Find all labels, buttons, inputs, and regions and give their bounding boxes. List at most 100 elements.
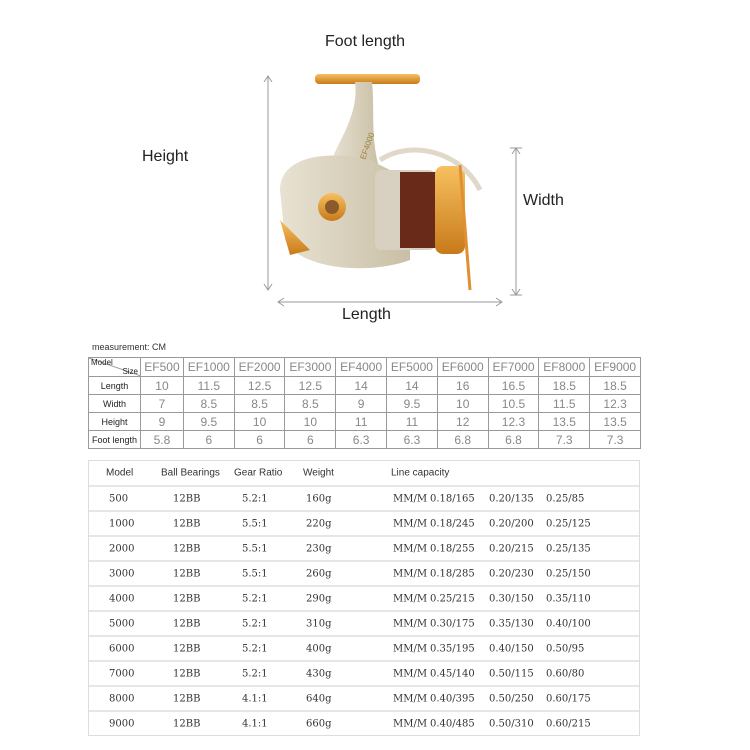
size-cell: 11.5 [182, 376, 235, 395]
size-cell: 18.5 [589, 376, 641, 395]
spec-cell: 0.25/125 [546, 518, 591, 529]
spec-cell: 500 [109, 493, 129, 504]
spec-cell: 12BB [173, 593, 201, 604]
row-label: Foot length [88, 430, 141, 449]
model-header: EF2000 [233, 357, 286, 377]
spec-cell: 5.5:1 [242, 568, 268, 579]
spec-cell: 0.60/80 [546, 668, 585, 679]
spec-cell: 0.35/110 [546, 593, 591, 604]
column-header: Gear Ratio [234, 467, 283, 479]
spec-cell: 8000 [109, 693, 135, 704]
size-row: Height 9 9.5 10 10 11 11 12 12.3 13.5 13.5 [88, 412, 641, 431]
size-cell: 9.5 [386, 394, 438, 413]
model-size-corner: Model Size [88, 357, 141, 377]
spec-cell: 5.5:1 [242, 518, 268, 529]
size-cell: 13.5 [589, 412, 641, 431]
spec-cell: 4.1:1 [242, 693, 268, 704]
length-label: Length [342, 306, 391, 323]
spec-cell: 12BB [173, 668, 201, 679]
spec-cell: 0.40/485 [430, 718, 475, 729]
size-cell: 14 [335, 376, 388, 395]
spec-row: 9000 12BB 4.1:1 660g MM/M 0.40/485 0.50/310 0.6… [89, 710, 639, 735]
spec-row: 7000 12BB 5.2:1 430g MM/M 0.45/140 0.50/115 0.6… [89, 660, 639, 685]
size-cell: 10.5 [487, 394, 540, 413]
row-label: Height [88, 412, 141, 431]
spec-row: 6000 12BB 5.2:1 400g MM/M 0.35/195 0.40/150 0.5… [89, 635, 639, 660]
size-cell: 7.3 [538, 430, 591, 449]
size-cell: 6 [182, 430, 235, 449]
spec-cell: MM/M [393, 593, 428, 604]
spec-row: 2000 12BB 5.5:1 230g MM/M 0.18/255 0.20/215 0.2… [89, 535, 639, 560]
size-cell: 9 [140, 412, 184, 431]
size-cell: 16 [436, 376, 489, 395]
spec-cell: 260g [306, 568, 332, 579]
spec-cell: 0.30/175 [430, 618, 475, 629]
spec-cell: 0.50/250 [489, 693, 534, 704]
spec-cell: 1000 [109, 518, 135, 529]
spec-cell: 0.35/195 [430, 643, 475, 654]
spec-cell: 5.5:1 [242, 543, 268, 554]
size-cell: 14 [386, 376, 438, 395]
size-cell: 7.3 [589, 430, 641, 449]
spec-cell: 12BB [173, 518, 201, 529]
spec-cell: 0.50/310 [489, 718, 534, 729]
measurement-unit: measurement: CM [92, 342, 167, 352]
size-header-row: Model Size EF500 EF1000 EF2000 EF3000 EF4000 EF… [88, 357, 641, 377]
size-cell: 8.5 [284, 394, 337, 413]
size-cell: 10 [140, 376, 184, 395]
spec-cell: 660g [306, 718, 332, 729]
model-header: EF5000 [386, 357, 438, 377]
spec-cell: 0.18/285 [430, 568, 475, 579]
spec-cell: 0.25/135 [546, 543, 591, 554]
spec-cell: 0.30/150 [489, 593, 534, 604]
size-cell: 9 [335, 394, 388, 413]
spec-cell: 5.2:1 [242, 593, 268, 604]
model-header: EF1000 [182, 357, 235, 377]
spec-cell: 12BB [173, 693, 201, 704]
size-cell: 9.5 [182, 412, 235, 431]
spec-cell: 0.18/165 [430, 493, 475, 504]
size-cell: 6.3 [386, 430, 438, 449]
spec-cell: 0.25/85 [546, 493, 585, 504]
spec-cell: MM/M [393, 618, 428, 629]
spec-row: 1000 12BB 5.5:1 220g MM/M 0.18/245 0.20/200 0.2… [89, 510, 639, 535]
spec-cell: 0.50/95 [546, 643, 585, 654]
size-cell: 6.3 [335, 430, 388, 449]
spec-cell: 7000 [109, 668, 135, 679]
column-header: Model [106, 467, 134, 479]
spec-cell: 5.2:1 [242, 493, 268, 504]
spec-cell: 0.40/100 [546, 618, 591, 629]
spec-row: 5000 12BB 5.2:1 310g MM/M 0.30/175 0.35/130 0.4… [89, 610, 639, 635]
column-header: Ball Bearings [161, 467, 220, 479]
spec-cell: 310g [306, 618, 332, 629]
spec-cell: 2000 [109, 543, 135, 554]
model-header: EF3000 [284, 357, 337, 377]
spec-cell: 0.60/215 [546, 718, 591, 729]
spec-cell: 0.45/140 [430, 668, 475, 679]
spec-cell: 9000 [109, 718, 135, 729]
spec-cell: 5.2:1 [242, 668, 268, 679]
spec-cell: 0.25/215 [430, 593, 475, 604]
spec-cell: 5.2:1 [242, 618, 268, 629]
column-header: Weight [303, 467, 334, 479]
size-row: Length 10 11.5 12.5 12.5 14 14 16 16.5 18.5 18.5 [88, 376, 641, 395]
spec-table: Model Ball Bearings Gear Ratio Weight Line c… [88, 460, 640, 736]
size-cell: 5.8 [140, 430, 184, 449]
size-cell: 8.5 [182, 394, 235, 413]
size-cell: 6.8 [487, 430, 540, 449]
spec-cell: 3000 [109, 568, 135, 579]
spec-cell: 160g [306, 493, 332, 504]
size-cell: 12 [436, 412, 489, 431]
spec-cell: 12BB [173, 618, 201, 629]
spec-cell: 640g [306, 693, 332, 704]
width-label: Width [523, 192, 564, 209]
spec-cell: 220g [306, 518, 332, 529]
size-row: Foot length 5.8 6 6 6 6.3 6.3 6.8 6.8 7.3 7.3 [88, 430, 641, 449]
spec-cell: 430g [306, 668, 332, 679]
size-cell: 10 [284, 412, 337, 431]
spec-cell: 12BB [173, 718, 201, 729]
spec-cell: MM/M [393, 718, 428, 729]
size-row: Width 7 8.5 8.5 8.5 9 9.5 10 10.5 11.5 12.3 [88, 394, 641, 413]
model-header: EF500 [140, 357, 184, 377]
spec-cell: 230g [306, 543, 332, 554]
